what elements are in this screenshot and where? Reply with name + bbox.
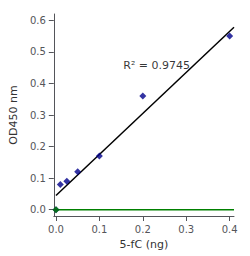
svg-text:0.6: 0.6 <box>30 15 46 26</box>
svg-text:0.0: 0.0 <box>48 224 64 235</box>
svg-text:0.2: 0.2 <box>135 224 151 235</box>
svg-text:0.4: 0.4 <box>222 224 238 235</box>
svg-text:0.2: 0.2 <box>30 141 46 152</box>
svg-text:0.1: 0.1 <box>30 173 46 184</box>
svg-text:0.5: 0.5 <box>30 46 46 57</box>
svg-text:0.3: 0.3 <box>30 110 46 121</box>
svg-text:0.1: 0.1 <box>91 224 107 235</box>
svg-text:0.4: 0.4 <box>30 78 46 89</box>
svg-text:OD450 nm: OD450 nm <box>7 85 20 144</box>
svg-text:0.3: 0.3 <box>178 224 194 235</box>
svg-text:0.0: 0.0 <box>30 204 46 215</box>
svg-text:5-fC (ng): 5-fC (ng) <box>120 238 169 251</box>
svg-text:R² = 0.9745: R² = 0.9745 <box>123 59 190 72</box>
